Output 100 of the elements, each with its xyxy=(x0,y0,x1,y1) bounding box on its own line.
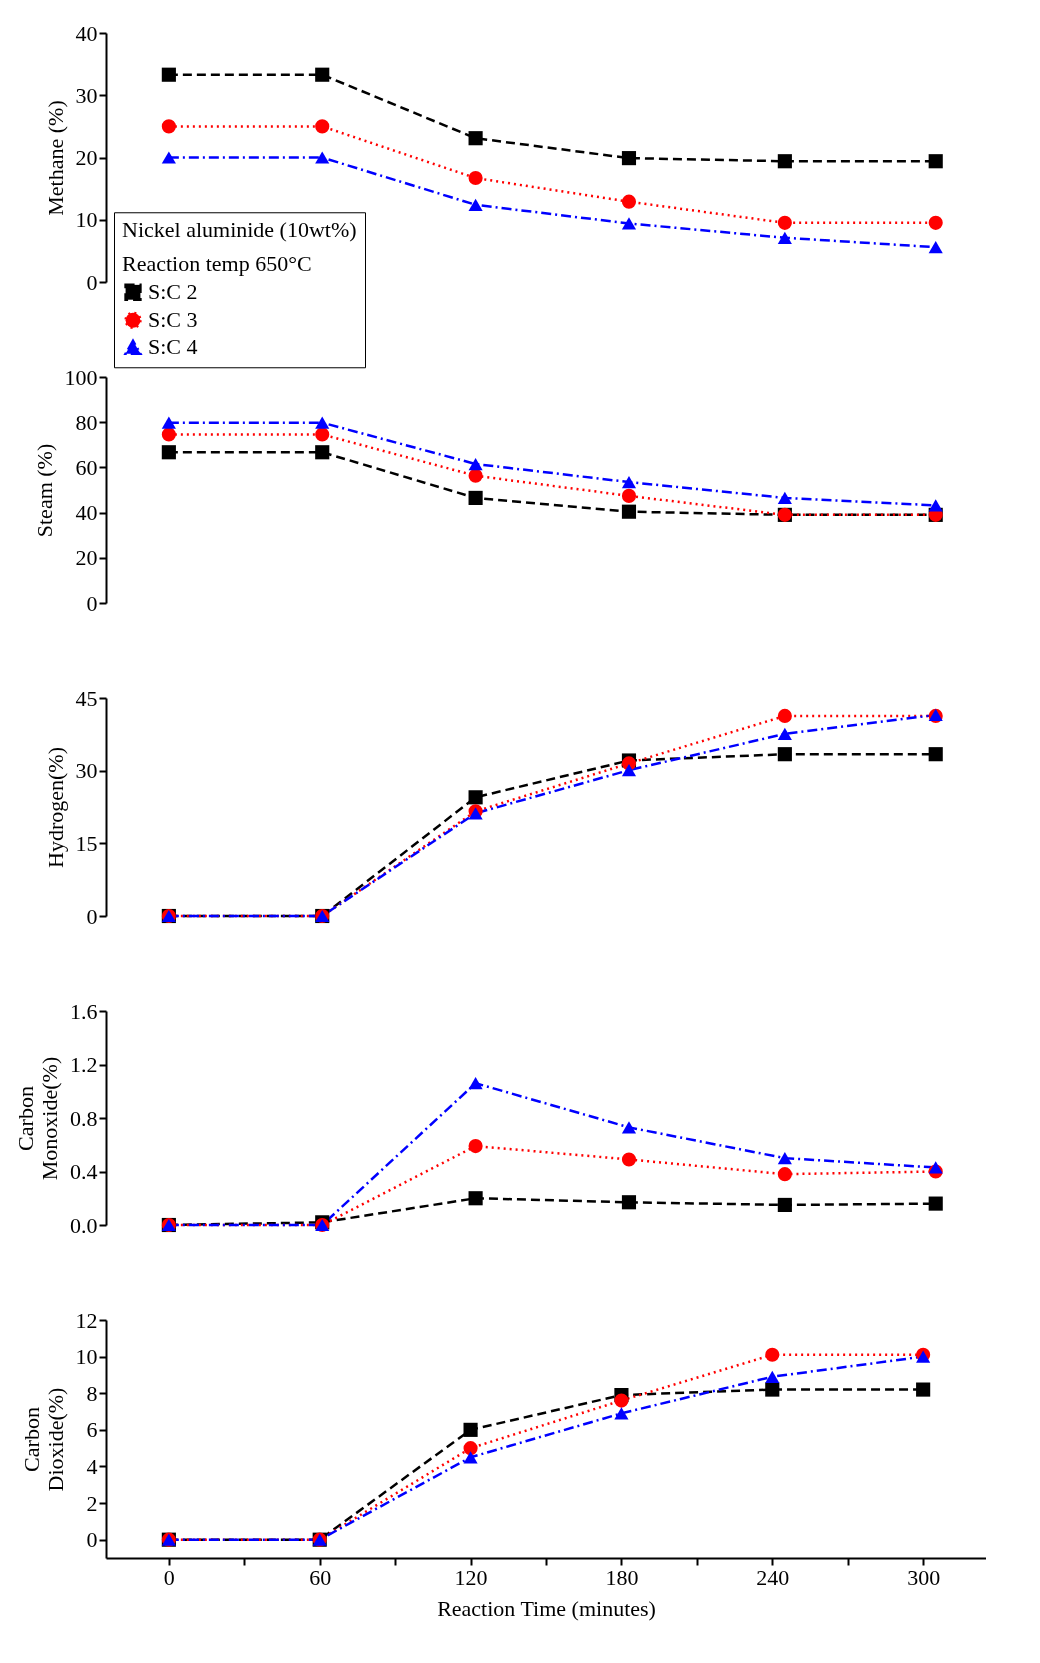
point xyxy=(468,468,483,483)
y-tick-label: 40 xyxy=(75,20,98,46)
point xyxy=(928,499,943,512)
point xyxy=(468,1191,483,1206)
y-tick-label: 6 xyxy=(86,1417,98,1443)
point xyxy=(916,1382,931,1397)
y-tick-label: 20 xyxy=(75,545,98,571)
y-tick-label: 40 xyxy=(75,500,98,526)
point xyxy=(621,217,637,230)
point xyxy=(463,1422,478,1437)
point xyxy=(621,194,637,209)
point xyxy=(621,504,637,519)
point xyxy=(621,488,637,503)
x-axis-title: Reaction Time (minutes) xyxy=(437,1595,656,1621)
point xyxy=(315,427,330,442)
point xyxy=(468,1139,483,1154)
point xyxy=(765,1370,780,1383)
y-tick-label: 30 xyxy=(75,82,98,108)
y-tick-label: 8 xyxy=(86,1380,98,1406)
point xyxy=(161,151,176,164)
y-tick-label: 80 xyxy=(75,409,98,435)
y-tick-label: 100 xyxy=(64,364,98,390)
point xyxy=(463,1451,478,1464)
point xyxy=(468,1077,483,1090)
point xyxy=(468,490,483,505)
point xyxy=(621,475,637,489)
point xyxy=(928,1161,943,1174)
y-tick-label: 0 xyxy=(86,269,98,295)
point xyxy=(765,1382,780,1397)
point xyxy=(777,491,792,505)
y-tick-label: 60 xyxy=(75,454,98,480)
y-tick-label: 1.6 xyxy=(70,998,98,1024)
point xyxy=(777,747,792,762)
point xyxy=(468,457,483,471)
x-tick-label: 180 xyxy=(605,1564,639,1590)
point xyxy=(621,1195,637,1210)
point xyxy=(463,1441,478,1456)
y-axis-title: Steam (%) xyxy=(31,443,57,538)
point xyxy=(777,1167,792,1182)
point xyxy=(928,215,943,230)
x-tick-label: 300 xyxy=(907,1564,941,1590)
point xyxy=(315,416,330,429)
point xyxy=(315,445,330,460)
y-tick-label: 15 xyxy=(75,830,98,856)
x-tick-label: 60 xyxy=(309,1564,332,1590)
x-tick-label: 0 xyxy=(163,1564,175,1590)
y-tick-label: 1.2 xyxy=(70,1052,98,1077)
legend-title: Nickel aluminide (10wt%) Reaction temp 650°C xyxy=(122,217,357,277)
point xyxy=(614,1393,629,1408)
point xyxy=(468,198,483,211)
y-axis-title: Carbon Monoxide(%) xyxy=(13,1056,62,1181)
point xyxy=(161,416,176,429)
point xyxy=(928,747,943,762)
point xyxy=(161,67,176,82)
point xyxy=(315,151,330,164)
point xyxy=(777,215,792,230)
y-tick-label: 20 xyxy=(75,145,98,170)
y-tick-label: 0 xyxy=(86,1527,98,1553)
point xyxy=(777,708,792,723)
y-tick-label: 0 xyxy=(86,903,98,929)
legend-label: S:C 2 xyxy=(148,279,198,305)
legend-label: S:C 3 xyxy=(148,307,198,333)
point xyxy=(468,170,483,186)
point xyxy=(621,1152,637,1167)
point xyxy=(621,151,637,166)
point xyxy=(777,1197,792,1213)
y-axis-title: Hydrogen(%) xyxy=(42,747,68,868)
y-tick-label: 30 xyxy=(75,758,98,784)
y-tick-label: 2 xyxy=(86,1490,98,1516)
point xyxy=(777,1152,792,1165)
point xyxy=(315,119,330,134)
point xyxy=(928,241,943,254)
point xyxy=(315,67,330,82)
y-tick-label: 12 xyxy=(75,1307,98,1333)
point xyxy=(777,231,792,244)
y-tick-label: 0 xyxy=(86,590,98,616)
y-tick-label: 45 xyxy=(75,685,98,711)
point xyxy=(161,119,176,134)
point xyxy=(928,154,943,169)
point xyxy=(161,427,176,442)
y-axis-title: Methane (%) xyxy=(42,100,68,216)
point xyxy=(765,1347,780,1362)
point xyxy=(161,445,176,460)
y-tick-label: 0.8 xyxy=(70,1105,98,1131)
point xyxy=(777,727,792,740)
y-tick-label: 10 xyxy=(75,207,98,233)
y-tick-label: 0.0 xyxy=(70,1212,98,1238)
x-tick-label: 120 xyxy=(454,1564,488,1590)
point xyxy=(621,764,637,777)
point xyxy=(621,1121,637,1134)
point xyxy=(777,154,792,169)
point xyxy=(468,790,483,805)
legend-label: S:C 4 xyxy=(148,334,198,360)
point xyxy=(468,131,483,146)
y-tick-label: 0.4 xyxy=(70,1159,98,1184)
y-tick-label: 10 xyxy=(75,1344,98,1370)
point xyxy=(928,1196,943,1211)
y-axis-title: Carbon Dioxide(%) xyxy=(18,1387,68,1492)
y-tick-label: 4 xyxy=(86,1453,98,1479)
point xyxy=(614,1407,629,1420)
